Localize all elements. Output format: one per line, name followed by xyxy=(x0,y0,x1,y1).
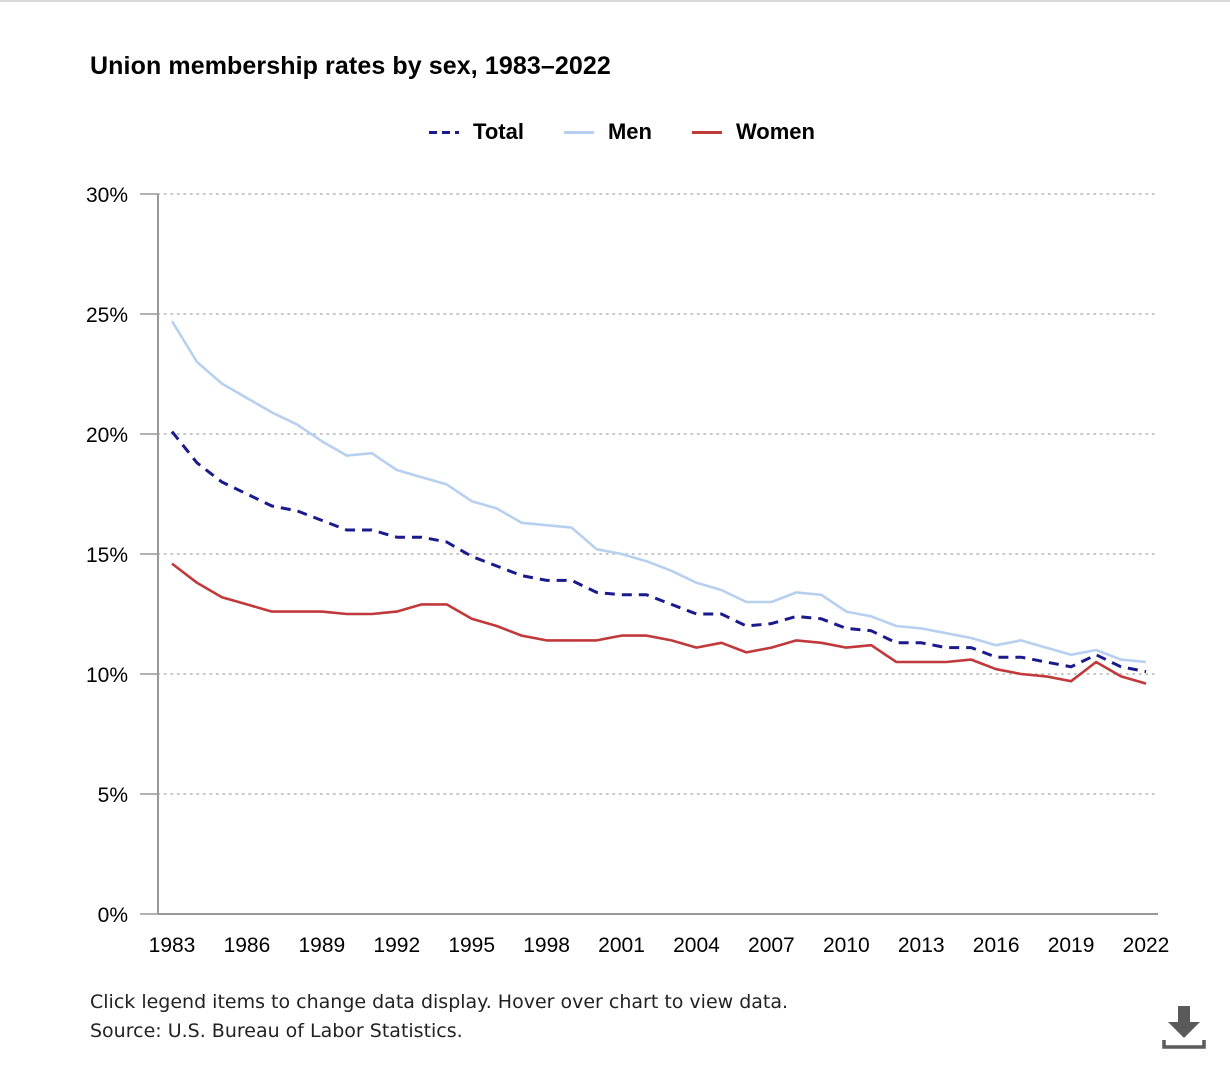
legend-swatch-men xyxy=(563,130,594,134)
x-tick-label: 1998 xyxy=(523,934,570,957)
series-line-women[interactable] xyxy=(171,562,1147,685)
x-tick-label: 2010 xyxy=(823,934,870,957)
legend-label-total: Total xyxy=(473,119,524,144)
x-tick-label: 1983 xyxy=(149,934,196,957)
x-tick-label: 2022 xyxy=(1123,934,1170,957)
legend-swatch-women xyxy=(691,130,722,134)
x-tick-label: 2004 xyxy=(673,934,720,957)
x-tick-label: 2007 xyxy=(748,934,795,957)
legend-item-total[interactable]: Total xyxy=(429,119,524,145)
line-chart[interactable]: 0% 5% 10% 15% 20% 25% 30% 1983 1986 1989 1992 1995… xyxy=(0,0,1230,980)
y-tick-label: 10% xyxy=(86,664,128,687)
instructions-note: Click legend items to change data displa… xyxy=(90,991,789,1013)
legend-label-men: Men xyxy=(607,119,652,144)
x-tick-label: 1995 xyxy=(448,934,495,957)
y-tick-label: 5% xyxy=(98,784,128,807)
download-button[interactable] xyxy=(1160,1002,1208,1052)
y-tick-label: 15% xyxy=(86,544,128,567)
top-divider xyxy=(0,0,1230,2)
legend-label-women: Women xyxy=(735,119,815,144)
y-axis-tick-labels: 0% 5% 10% 15% 20% 25% 30% xyxy=(86,184,128,927)
y-tick-label: 20% xyxy=(86,424,128,447)
download-icon xyxy=(1162,1006,1206,1049)
series-line-men[interactable] xyxy=(170,320,1147,664)
chart-notes: Click legend items to change data displa… xyxy=(90,988,788,1046)
y-tick-label: 0% xyxy=(98,904,128,927)
x-tick-label: 2019 xyxy=(1048,934,1095,957)
legend-item-women[interactable]: Women xyxy=(691,119,815,145)
x-tick-label: 1989 xyxy=(298,934,345,957)
x-tick-label: 2013 xyxy=(898,934,945,957)
x-axis-tick-labels: 1983 1986 1989 1992 1995 1998 2001 2004 2007 2010… xyxy=(149,934,1170,957)
y-tick-label: 30% xyxy=(86,184,128,207)
x-tick-label: 2001 xyxy=(598,934,645,957)
axes xyxy=(140,193,1158,915)
series-lines xyxy=(170,320,1147,685)
x-tick-label: 1992 xyxy=(373,934,420,957)
gridlines xyxy=(157,193,1159,795)
series-line-total[interactable] xyxy=(170,430,1147,674)
source-note: Source: U.S. Bureau of Labor Statistics. xyxy=(90,1020,463,1042)
legend-item-men[interactable]: Men xyxy=(563,119,652,145)
chart-legend: Total Men Women xyxy=(0,116,1230,148)
x-tick-label: 1986 xyxy=(224,934,271,957)
x-tick-label: 2016 xyxy=(973,934,1020,957)
y-tick-label: 25% xyxy=(86,304,128,327)
legend-swatch-total xyxy=(429,130,460,134)
chart-title: Union membership rates by sex, 1983–2022 xyxy=(90,52,611,80)
